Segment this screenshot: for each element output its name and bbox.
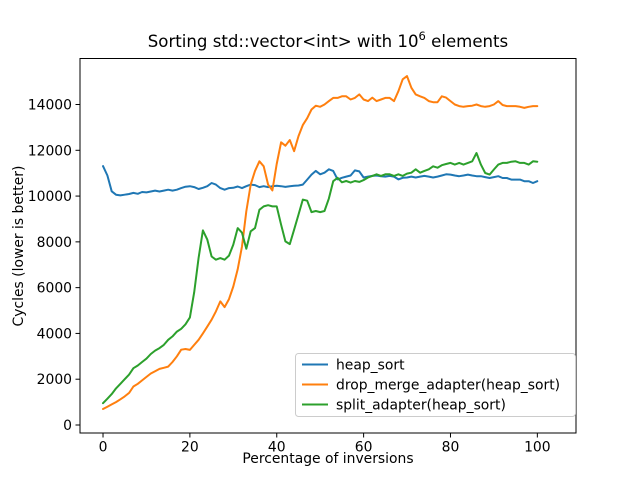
legend: heap_sort drop_merge_adapter(heap_sort) …	[295, 353, 576, 417]
legend-label-split-adapter: split_adapter(heap_sort)	[336, 398, 506, 414]
x-axis-label: Percentage of inversions	[242, 451, 413, 467]
series-line-drop-merge-adapter-heap-sort-	[102, 75, 539, 410]
y-tick-label: 4000	[37, 326, 72, 342]
x-tick-label: 20	[181, 440, 199, 456]
y-tick-label: 8000	[37, 235, 72, 251]
chart-title: Sorting std::vector<int> with 106 elemen…	[148, 29, 508, 51]
series-line-split-adapter-heap-sort-	[102, 152, 539, 405]
y-tick-label: 12000	[28, 143, 72, 159]
legend-label-heap-sort: heap_sort	[336, 358, 405, 374]
data-series-lines	[102, 75, 539, 410]
legend-label-drop-merge-adapter: drop_merge_adapter(heap_sort)	[336, 378, 560, 394]
legend-frame	[295, 353, 576, 417]
y-axis-ticks: 0 2000 4000 6000 8000 10000 12000 14000	[28, 98, 80, 434]
y-tick-label: 2000	[37, 372, 72, 388]
series-line-heap-sort	[102, 165, 539, 197]
y-tick-label: 6000	[37, 281, 72, 297]
y-tick-label: 10000	[28, 189, 72, 205]
x-tick-label: 40	[268, 440, 286, 456]
y-tick-label: 0	[63, 418, 72, 434]
x-tick-label: 100	[524, 440, 551, 456]
x-tick-label: 0	[99, 440, 108, 456]
y-tick-label: 14000	[28, 98, 72, 114]
x-axis-ticks: 0 20 40 60 80 100	[99, 433, 551, 456]
x-tick-label: 80	[442, 440, 460, 456]
x-tick-label: 60	[355, 440, 373, 456]
y-axis-label: Cycles (lower is better)	[11, 166, 27, 327]
plot-frame	[79, 58, 577, 434]
